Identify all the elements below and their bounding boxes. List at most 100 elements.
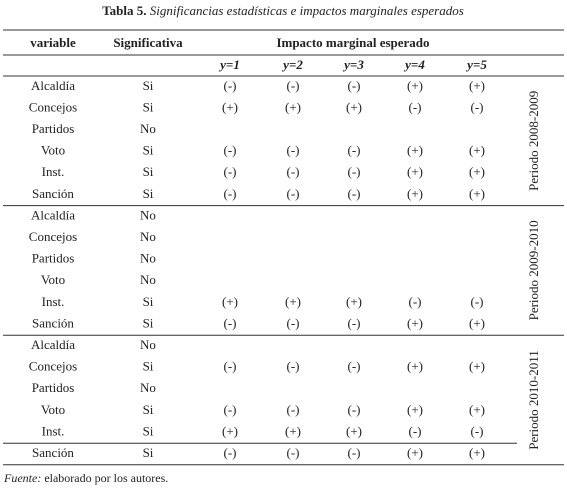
footnote: Fuente: elaborado por los autores. xyxy=(3,471,168,485)
cell: No xyxy=(140,272,156,287)
cell: Concejos xyxy=(29,229,77,244)
cell: (+) xyxy=(285,294,301,309)
period-label: Periodo 2010-2011 xyxy=(526,350,541,450)
cell: (-) xyxy=(348,143,361,158)
cell: (-) xyxy=(348,359,361,374)
header-cell: variable xyxy=(30,35,76,50)
cell: (-) xyxy=(348,315,361,330)
cell: (+) xyxy=(407,78,423,93)
cell: (-) xyxy=(224,143,237,158)
subheader-cell: y=5 xyxy=(465,57,487,72)
cell: Sanción xyxy=(32,445,74,460)
cell: (+) xyxy=(346,99,362,114)
cell: (-) xyxy=(409,423,422,438)
cell: (-) xyxy=(409,294,422,309)
cell: (+) xyxy=(469,402,485,417)
cell: (+) xyxy=(407,445,423,460)
cell: Inst. xyxy=(42,294,65,309)
cell: (-) xyxy=(224,315,237,330)
cell: (+) xyxy=(407,402,423,417)
cell: Si xyxy=(143,423,154,438)
title-label: Tabla 5. xyxy=(102,3,146,18)
cell: (-) xyxy=(348,78,361,93)
cell: (+) xyxy=(469,445,485,460)
footnote-text: elaborado por los autores. xyxy=(44,471,168,485)
cell: (-) xyxy=(287,402,300,417)
cell: (-) xyxy=(471,423,484,438)
cell: (+) xyxy=(285,423,301,438)
cell: No xyxy=(140,207,156,222)
cell: (+) xyxy=(407,143,423,158)
cell: Si xyxy=(143,164,154,179)
cell: Partidos xyxy=(32,380,75,395)
cell: Si xyxy=(143,445,154,460)
cell: (+) xyxy=(222,99,238,114)
cell: (-) xyxy=(224,164,237,179)
cell: (-) xyxy=(348,402,361,417)
cell: Sanción xyxy=(32,315,74,330)
cell: (-) xyxy=(348,186,361,201)
cell: (-) xyxy=(348,164,361,179)
subheader-cell: y=1 xyxy=(218,57,240,72)
cell: (-) xyxy=(287,78,300,93)
cell: (-) xyxy=(224,186,237,201)
table-title: Tabla 5. Significancias estadísticas e i… xyxy=(102,3,464,18)
subheader-cell: y=4 xyxy=(403,57,425,72)
period-label: Periodo 2009-2010 xyxy=(526,220,541,320)
cell: (-) xyxy=(224,78,237,93)
cell: (+) xyxy=(222,294,238,309)
cell: Si xyxy=(143,359,154,374)
cell: (+) xyxy=(469,78,485,93)
period-label: Periodo 2008-2009 xyxy=(526,91,541,191)
cell: (+) xyxy=(407,186,423,201)
cell: (-) xyxy=(471,294,484,309)
cell: Si xyxy=(143,315,154,330)
footnote-label: Fuente: xyxy=(3,471,41,485)
cell: Si xyxy=(143,143,154,158)
cell: No xyxy=(140,380,156,395)
header-cell: Impacto marginal esperado xyxy=(276,35,429,50)
cell: (-) xyxy=(287,164,300,179)
subheader-cell: y=3 xyxy=(342,57,364,72)
cell: Si xyxy=(143,78,154,93)
cell: Voto xyxy=(41,143,65,158)
cell: (+) xyxy=(469,164,485,179)
cell: (-) xyxy=(224,402,237,417)
cell: Concejos xyxy=(29,99,77,114)
cell: Concejos xyxy=(29,359,77,374)
cell: Voto xyxy=(41,272,65,287)
cell: Voto xyxy=(41,402,65,417)
cell: (+) xyxy=(407,359,423,374)
cell: Alcaldía xyxy=(31,337,75,352)
cell: Alcaldía xyxy=(31,78,75,93)
cell: Si xyxy=(143,402,154,417)
cell: Partidos xyxy=(32,251,75,266)
cell: (-) xyxy=(224,445,237,460)
cell: Inst. xyxy=(42,164,65,179)
cell: (-) xyxy=(287,359,300,374)
cell: (-) xyxy=(287,186,300,201)
cell: (+) xyxy=(407,164,423,179)
cell: No xyxy=(140,251,156,266)
header-cell: Significativa xyxy=(113,35,183,50)
cell: (-) xyxy=(287,143,300,158)
cell: No xyxy=(140,121,156,136)
cell: No xyxy=(140,337,156,352)
cell: Partidos xyxy=(32,121,75,136)
cell: (-) xyxy=(224,359,237,374)
cell: (+) xyxy=(469,359,485,374)
cell: (+) xyxy=(346,423,362,438)
cell: (-) xyxy=(348,445,361,460)
cell: (+) xyxy=(285,99,301,114)
cell: (+) xyxy=(346,294,362,309)
cell: (+) xyxy=(407,315,423,330)
cell: Si xyxy=(143,294,154,309)
title-text: Significancias estadísticas e impactos m… xyxy=(150,3,464,18)
cell: (+) xyxy=(469,315,485,330)
cell: No xyxy=(140,229,156,244)
cell: Si xyxy=(143,99,154,114)
cell: (-) xyxy=(409,99,422,114)
cell: (-) xyxy=(471,99,484,114)
cell: (-) xyxy=(287,445,300,460)
